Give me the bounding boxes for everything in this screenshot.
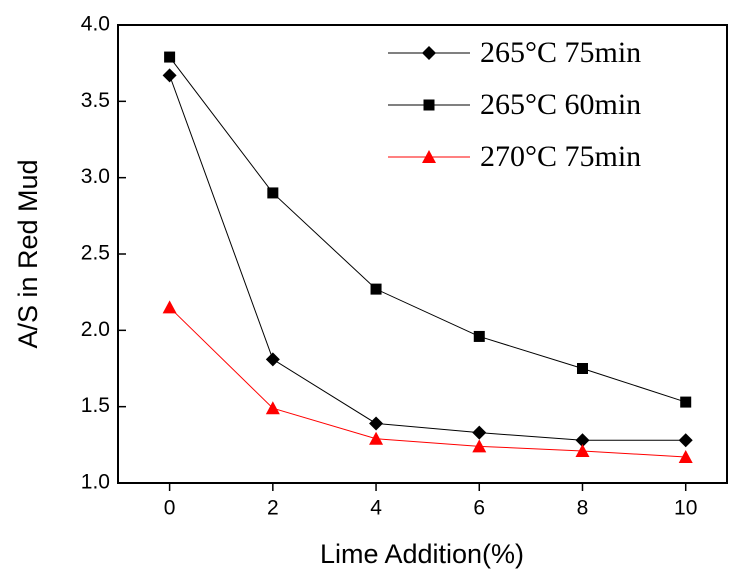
marker	[473, 330, 485, 342]
marker	[678, 450, 693, 464]
x-tick-label: 2	[267, 497, 279, 520]
y-axis-title: A/S in Red Mud	[13, 159, 43, 348]
x-tick-label: 0	[164, 497, 176, 520]
marker	[422, 150, 436, 163]
y-tick-label: 1.0	[81, 471, 110, 494]
y-tick-label: 2.5	[81, 242, 110, 265]
marker	[678, 433, 693, 448]
x-tick-label: 4	[370, 497, 382, 520]
marker	[370, 283, 382, 295]
x-tick-label: 10	[674, 497, 697, 520]
y-tick-label: 3.5	[81, 89, 110, 112]
marker	[680, 396, 692, 408]
series-line	[169, 307, 686, 458]
series-line	[169, 56, 686, 403]
legend-label: 265°C 75min	[480, 36, 641, 69]
marker	[472, 439, 487, 453]
marker	[265, 352, 280, 367]
y-tick-label: 2.0	[81, 318, 110, 341]
marker	[575, 443, 590, 457]
x-axis-title: Lime Addition(%)	[320, 539, 524, 569]
legend-label: 265°C 60min	[480, 88, 641, 121]
marker	[369, 416, 384, 431]
y-tick-label: 3.0	[81, 165, 110, 188]
legend-label: 270°C 75min	[480, 140, 641, 173]
y-tick-label: 1.5	[81, 394, 110, 417]
marker	[472, 425, 487, 440]
marker	[164, 51, 176, 63]
marker	[162, 68, 177, 83]
x-tick-label: 6	[473, 497, 485, 520]
y-tick-label: 4.0	[81, 13, 110, 36]
series-line	[169, 75, 686, 441]
marker	[162, 300, 177, 314]
marker	[369, 431, 384, 445]
x-tick-label: 8	[577, 497, 589, 520]
marker	[575, 433, 590, 448]
marker	[422, 46, 436, 60]
marker	[423, 99, 435, 111]
marker	[576, 363, 588, 374]
marker	[267, 187, 279, 199]
marker	[265, 401, 280, 415]
